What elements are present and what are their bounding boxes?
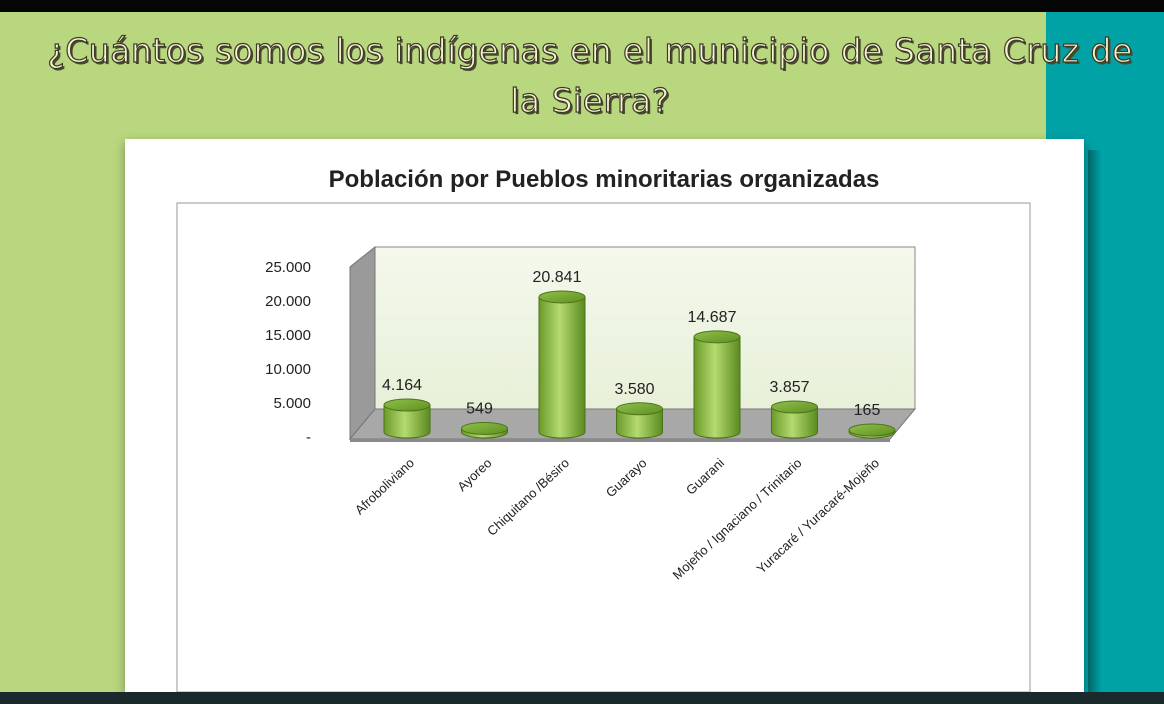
- data-label: 165: [854, 402, 881, 419]
- bar-body: [383, 404, 431, 439]
- top-black-bar: [0, 0, 1164, 12]
- bar-body: [538, 296, 586, 439]
- y-tick-label: 10.000: [265, 361, 311, 378]
- bar-top: [538, 290, 586, 304]
- x-tick-label: Mojeño / Ignaciano / Trinitario: [670, 455, 805, 582]
- chart-back-wall: [349, 246, 916, 431]
- x-tick-label: Guarayo: [603, 455, 650, 500]
- bar-4: [616, 402, 663, 439]
- bar-top: [461, 421, 508, 435]
- bottom-bar: [0, 692, 1164, 704]
- bar-6: [771, 400, 818, 439]
- bar-3: [538, 290, 586, 439]
- data-label: 4.164: [382, 377, 422, 394]
- data-label: 3.580: [614, 381, 654, 398]
- data-label: 14.687: [688, 309, 737, 326]
- x-tick-label: Ayoreo: [454, 455, 494, 494]
- x-tick-label: Guarani: [683, 455, 727, 498]
- data-label: 3.857: [769, 379, 809, 396]
- bar-top: [616, 402, 663, 416]
- chart-title: Población por Pueblos minoritarias organ…: [329, 166, 880, 193]
- data-label: 549: [466, 400, 493, 417]
- bar-1: [383, 398, 431, 439]
- y-tick-label: -: [306, 429, 311, 446]
- bar-body: [616, 408, 663, 439]
- y-tick-label: 15.000: [265, 327, 311, 344]
- x-tick-label: Yuracaré / Yuracaré-Mojeño: [754, 455, 882, 576]
- data-label: 20.841: [533, 269, 582, 286]
- bar-top: [383, 398, 431, 412]
- card-shadow: [1088, 150, 1102, 692]
- bar-7: [848, 423, 896, 439]
- chart-card: Población por Pueblos minoritarias organ…: [125, 139, 1084, 692]
- slide-title: ¿Cuántos somos los indígenas en el munic…: [47, 30, 1133, 120]
- bar-top: [771, 400, 818, 414]
- bar-5: [693, 330, 741, 439]
- bar-2: [461, 421, 508, 439]
- chart-side-wall: [349, 245, 376, 441]
- plot-area-border: [176, 202, 1031, 692]
- x-tick-label: Afroboliviano: [352, 455, 417, 517]
- bar-chart: Población por Pueblos minoritarias organ…: [176, 166, 1031, 692]
- bar-top: [693, 330, 741, 344]
- x-tick-label: Chiquitano /Bésiro: [484, 455, 572, 538]
- bar-body: [693, 336, 741, 439]
- bar-body: [771, 406, 818, 439]
- chart-floor-edge: [350, 439, 890, 442]
- bar-top: [848, 423, 896, 437]
- y-tick-label: 25.000: [265, 259, 311, 276]
- y-tick-label: 5.000: [273, 395, 311, 412]
- y-tick-label: 20.000: [265, 293, 311, 310]
